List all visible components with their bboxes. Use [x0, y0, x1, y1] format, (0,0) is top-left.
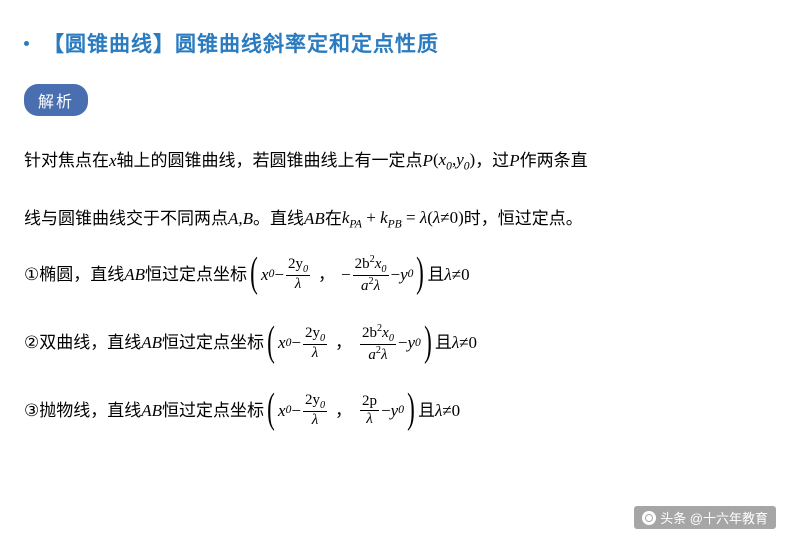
point-p: P: [423, 147, 433, 174]
coord-1: x0 − 2y0λ: [261, 256, 312, 293]
text: 且: [418, 397, 435, 424]
axis-var: x: [109, 147, 117, 174]
right-paren: ): [407, 391, 415, 429]
title-row: 【圆锥曲线】圆锥曲线斜率定和定点性质: [24, 28, 770, 58]
comma: ，: [318, 261, 335, 288]
intro-line-1: 针对焦点在 x 轴上的圆锥曲线，若圆锥曲线上有一定点 P (x0,y0) ，过 …: [24, 146, 770, 176]
right-paren: ): [417, 255, 425, 293]
case-line: ③抛物线，直线 AB 恒过定点坐标 (x0 − 2y0λ，2pλ − y0) 且…: [24, 391, 770, 429]
case-line: ②双曲线，直线 AB 恒过定点坐标 (x0 − 2y0λ，2b2x0a2λ − …: [24, 323, 770, 364]
text: 恒过定点坐标: [162, 329, 264, 356]
k-expression: kPA + kPB = λ(λ≠0): [342, 204, 464, 234]
point-p-coords: (x0,y0): [433, 146, 475, 176]
title-bracket: 【圆锥曲线】: [43, 33, 175, 56]
text: 恒过定点坐标: [145, 261, 247, 288]
line-ab: AB: [304, 205, 325, 232]
text: 恒过定点坐标: [162, 397, 264, 424]
text: ，过: [475, 147, 509, 174]
watermark-icon: [642, 511, 656, 525]
intro-line-2: 线与圆锥曲线交于不同两点 A,B 。直线 AB 在 kPA + kPB = λ(…: [24, 204, 770, 234]
coord-1: x0 − 2y0λ: [278, 392, 329, 429]
line-ab: AB: [141, 397, 162, 424]
case-number: ②: [24, 329, 39, 356]
watermark-text: 头条 @十六年教育: [660, 508, 768, 527]
title-text: 圆锥曲线斜率定和定点性质: [175, 33, 439, 56]
text: 且: [435, 329, 452, 356]
line-ab: AB: [141, 329, 162, 356]
text: 。直线: [253, 205, 304, 232]
text: 针对焦点在: [24, 147, 109, 174]
case-number: ③: [24, 397, 39, 424]
title-bullet: [24, 41, 29, 46]
text: ，直线: [90, 397, 141, 424]
lambda-cond: λ≠0: [444, 261, 469, 288]
lambda-cond: λ≠0: [452, 329, 477, 356]
cases-list: ①椭圆，直线 AB 恒过定点坐标 (x0 − 2y0λ，− 2b2x0a2λ −…: [24, 254, 770, 429]
fixed-point: (x0 − 2y0λ，2b2x0a2λ − y0): [264, 323, 435, 364]
case-name: 双曲线: [39, 329, 90, 356]
points-ab: A,B: [228, 205, 253, 232]
left-paren: (: [267, 391, 275, 429]
comma: ，: [335, 329, 352, 356]
left-paren: (: [250, 255, 258, 293]
right-paren: ): [424, 324, 432, 362]
analysis-badge: 解析: [24, 84, 88, 116]
case-name: 抛物线: [39, 397, 90, 424]
text: 作两条直: [520, 147, 588, 174]
text: 时，恒过定点。: [464, 205, 583, 232]
text: 且: [427, 261, 444, 288]
case-line: ①椭圆，直线 AB 恒过定点坐标 (x0 − 2y0λ，− 2b2x0a2λ −…: [24, 254, 770, 295]
fixed-point: (x0 − 2y0λ，2pλ − y0): [264, 391, 418, 429]
case-name: 椭圆: [39, 261, 73, 288]
point-p2: P: [509, 147, 519, 174]
coord-2: 2pλ − y0: [358, 393, 404, 427]
coord-2: 2b2x0a2λ − y0: [358, 323, 421, 364]
watermark: 头条 @十六年教育: [634, 506, 776, 529]
lambda-cond: λ≠0: [435, 397, 460, 424]
left-paren: (: [267, 324, 275, 362]
text: 线与圆锥曲线交于不同两点: [24, 205, 228, 232]
text: ，直线: [90, 329, 141, 356]
comma: ，: [335, 397, 352, 424]
text: ，直线: [73, 261, 124, 288]
text: 在: [325, 205, 342, 232]
page-title: 【圆锥曲线】圆锥曲线斜率定和定点性质: [43, 28, 439, 58]
coord-2: − 2b2x0a2λ − y0: [341, 254, 413, 295]
line-ab: AB: [124, 261, 145, 288]
case-number: ①: [24, 261, 39, 288]
coord-1: x0 − 2y0λ: [278, 325, 329, 362]
text: 轴上的圆锥曲线，若圆锥曲线上有一定点: [117, 147, 423, 174]
fixed-point: (x0 − 2y0λ，− 2b2x0a2λ − y0): [247, 254, 427, 295]
